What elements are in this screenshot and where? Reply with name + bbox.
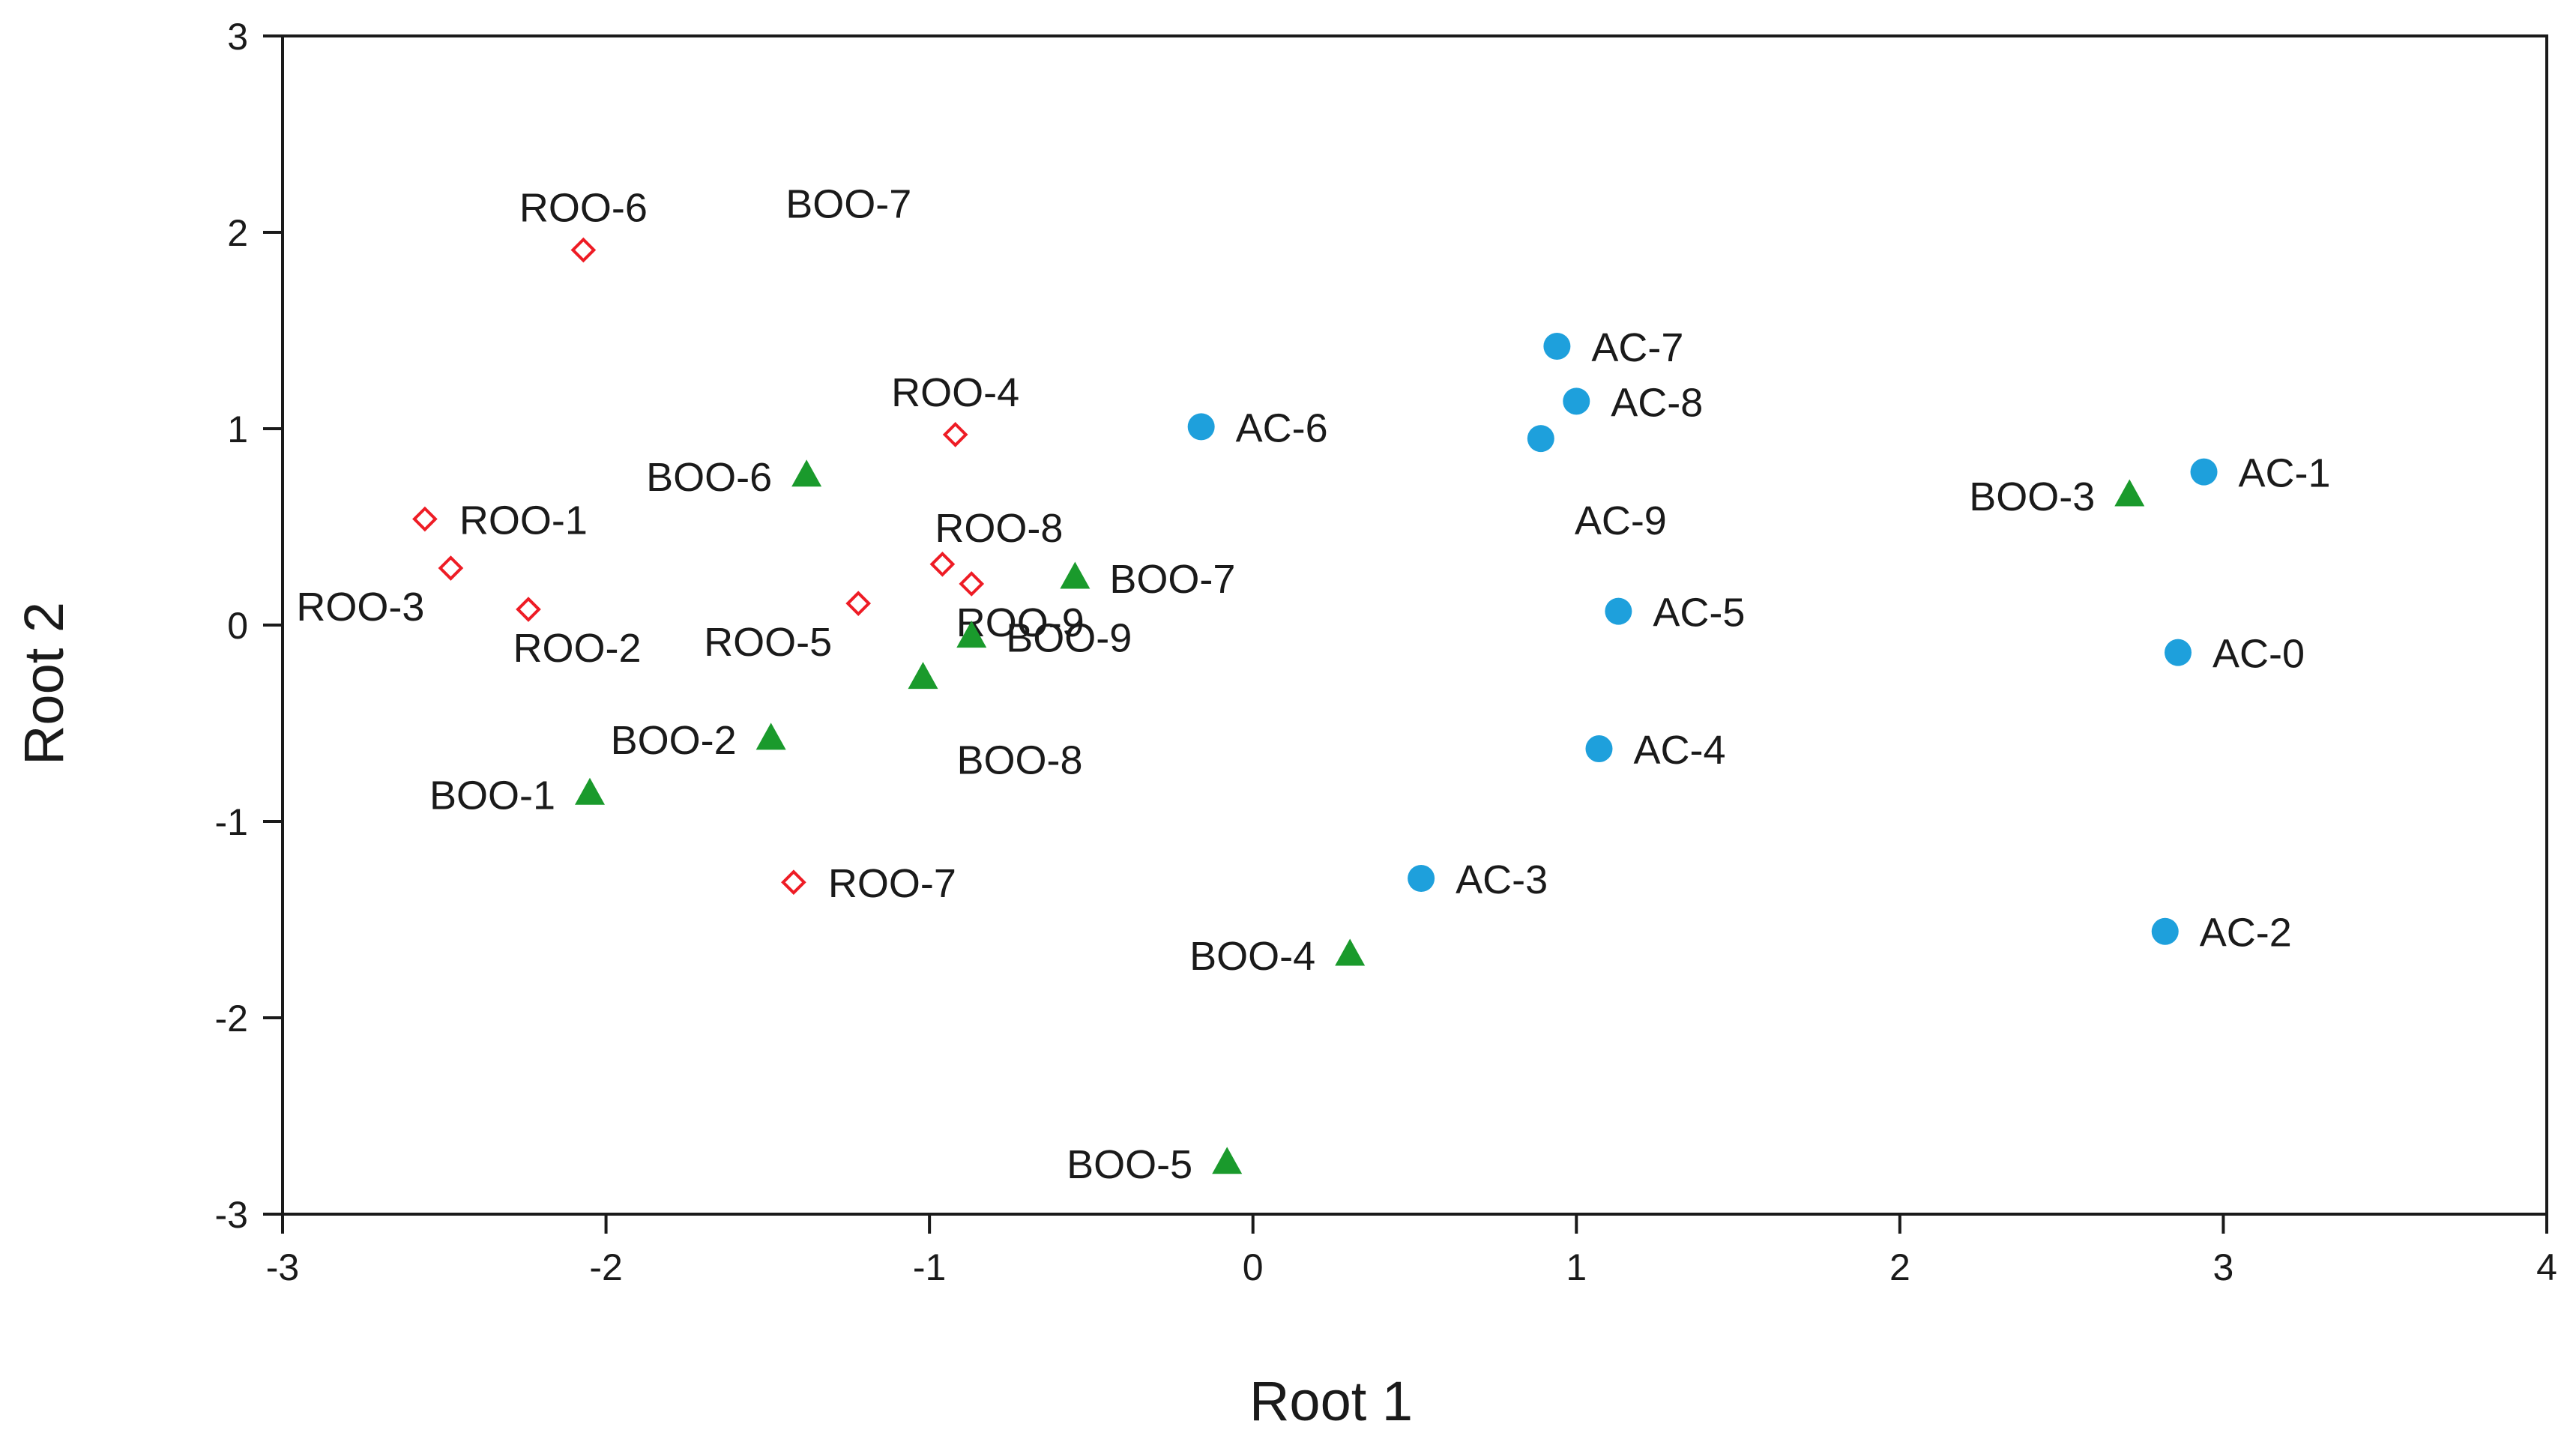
- roo-point-marker: [781, 869, 806, 896]
- point-label: AC-3: [1456, 857, 1548, 902]
- roo-point-marker: [516, 597, 541, 622]
- y-tick-label: 3: [227, 16, 248, 58]
- y-tick-label: -3: [215, 1194, 248, 1236]
- boo-point-marker: [574, 777, 605, 805]
- point-label: AC-4: [1633, 728, 1725, 773]
- y-axis-title: Root 2: [13, 602, 75, 765]
- roo-point-marker: [438, 555, 464, 581]
- x-tick-label: 0: [1243, 1246, 1264, 1288]
- x-tick-label: -3: [266, 1246, 299, 1288]
- roo-point-marker: [570, 237, 597, 263]
- ac-point-marker: [1408, 864, 1435, 892]
- ac-point-marker: [2165, 639, 2192, 666]
- ac-point-marker: [1527, 425, 1554, 453]
- boo-point-marker: [2114, 479, 2145, 507]
- point-label: ROO-8: [935, 506, 1063, 551]
- point-label: BOO-2: [611, 718, 737, 763]
- boo-point-marker: [1335, 938, 1366, 966]
- ac-point-marker: [1543, 332, 1571, 360]
- y-tick-label: -1: [215, 801, 248, 843]
- boo-point-marker: [1060, 561, 1091, 589]
- ac-point-marker: [2151, 917, 2179, 945]
- point-label: BOO-5: [1067, 1142, 1192, 1187]
- roo-point-marker: [959, 571, 985, 597]
- point-label: BOO-8: [957, 738, 1083, 783]
- x-tick-label: -2: [589, 1246, 622, 1288]
- roo-point-marker: [412, 506, 438, 532]
- axes: -3 -2 -1 0 1 2 3 4 3 2 1 0 -1 -2 -3: [215, 16, 2557, 1288]
- point-label: BOO-3: [1969, 474, 2095, 519]
- point-label: ROO-4: [891, 370, 1019, 415]
- point-label: AC-6: [1236, 405, 1328, 450]
- boo-point-marker: [755, 722, 786, 750]
- boo-point-marker: [956, 621, 987, 648]
- point-label: ROO-2: [513, 626, 641, 671]
- point-label: AC-8: [1611, 380, 1703, 425]
- point-label: ROO-1: [459, 498, 588, 543]
- ac-point-marker: [1563, 387, 1590, 415]
- point-label: AC-0: [2212, 632, 2305, 677]
- roo-point-marker: [929, 551, 956, 577]
- point-label: AC-5: [1653, 591, 1745, 636]
- boo-point-marker: [1212, 1147, 1243, 1174]
- x-tick-label: 4: [2536, 1246, 2557, 1288]
- point-label: AC-9: [1575, 498, 1667, 543]
- point-label: BOO-9: [1006, 616, 1132, 661]
- x-tick-label: 2: [1889, 1246, 1910, 1288]
- y-tick-label: 1: [227, 408, 248, 450]
- x-tick-label: 3: [2213, 1246, 2234, 1288]
- point-label: BOO-4: [1189, 934, 1315, 979]
- point-label: AC-1: [2239, 451, 2331, 496]
- data-marks: ROO-1 ROO-2 ROO-3 ROO-4 ROO-5 ROO-6 ROO-7 ROO-8…: [296, 182, 2330, 1187]
- point-label: ROO-6: [519, 186, 648, 231]
- point-label: BOO-7: [1109, 557, 1235, 602]
- boo-point-marker: [791, 459, 822, 487]
- point-label: BOO-7: [785, 182, 911, 227]
- ac-point-marker: [1585, 735, 1613, 763]
- y-tick-label: -2: [215, 998, 248, 1040]
- x-tick-label: -1: [913, 1246, 946, 1288]
- boo-point-marker: [908, 662, 938, 690]
- x-axis-title: Root 1: [1249, 1370, 1413, 1432]
- roo-point-marker: [845, 591, 872, 617]
- y-tick-label: 0: [227, 605, 248, 647]
- point-label: AC-2: [2200, 911, 2292, 956]
- point-label: ROO-3: [296, 585, 424, 630]
- point-label: BOO-6: [646, 455, 772, 500]
- y-tick-label: 2: [227, 212, 248, 254]
- point-label: BOO-1: [429, 773, 555, 818]
- ac-point-marker: [1605, 597, 1632, 625]
- ac-point-marker: [1187, 413, 1215, 441]
- point-label: ROO-5: [704, 620, 832, 665]
- point-label: AC-7: [1591, 325, 1683, 370]
- point-label: ROO-7: [828, 861, 956, 906]
- x-tick-label: 1: [1566, 1246, 1587, 1288]
- roo-point-marker: [942, 422, 968, 447]
- ac-point-marker: [2190, 458, 2218, 486]
